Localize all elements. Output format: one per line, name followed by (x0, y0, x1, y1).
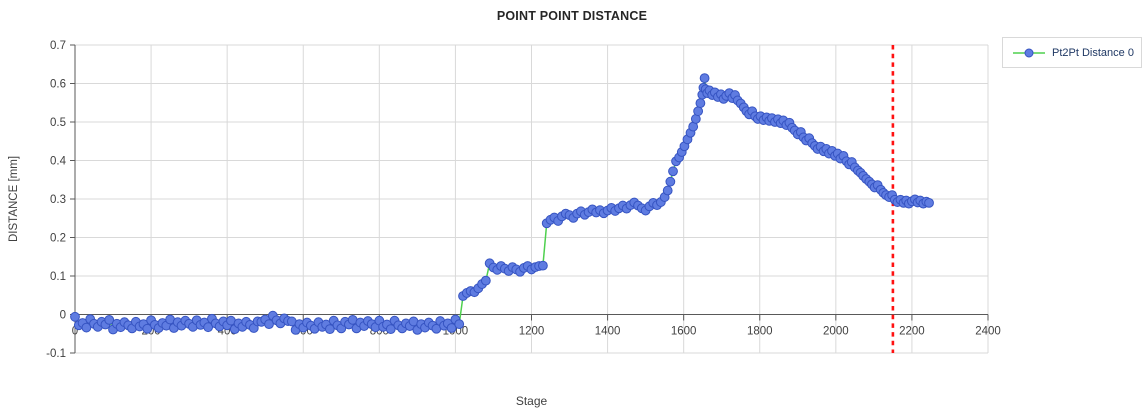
y-tick-label: -0.1 (46, 348, 66, 360)
data-point (668, 166, 678, 177)
x-tick-label: 1800 (747, 326, 773, 338)
data-point (454, 319, 465, 330)
y-axis-label: DISTANCE [mm] (8, 155, 20, 243)
x-tick-label: 1600 (671, 326, 697, 338)
data-point (203, 322, 214, 333)
data-point (385, 324, 396, 335)
data-point (538, 260, 548, 271)
data-point (693, 106, 704, 117)
data-point (699, 73, 710, 84)
gridlines (75, 44, 989, 354)
y-tick-label: 0.6 (50, 79, 66, 91)
y-tick-label: 0.2 (50, 233, 66, 245)
data-point (81, 322, 92, 333)
chart-title: POINT POINT DISTANCE (496, 9, 648, 23)
y-tick-label: 0.7 (50, 40, 66, 52)
data-point (446, 323, 457, 333)
legend[interactable]: Pt2Pt Distance 0 (1002, 37, 1142, 68)
data-point (264, 319, 274, 330)
data-point (324, 324, 335, 335)
data-point (665, 176, 676, 187)
data-point (70, 311, 80, 322)
x-tick-label: 2000 (823, 326, 849, 338)
legend-label: Pt2Pt Distance 0 (1052, 46, 1134, 59)
legend-marker-icon (1013, 48, 1045, 57)
data-point (695, 98, 706, 109)
y-tick-label: 0.5 (50, 117, 66, 129)
x-tick-label: 1200 (519, 326, 545, 338)
y-tick-label: 0.4 (50, 156, 67, 168)
x-tick-label: 2200 (899, 326, 925, 338)
data-point (104, 314, 115, 325)
y-tick-label: 0.1 (50, 271, 66, 283)
data-point (924, 197, 934, 208)
x-tick-label: 0 (72, 326, 78, 338)
x-tick-label: 1400 (595, 326, 621, 338)
series-pt2pt-distance-0 (70, 73, 934, 335)
data-point (480, 275, 491, 286)
x-axis-label: Stage (515, 394, 548, 408)
y-tick-label: 0.3 (50, 194, 66, 206)
y-tick-label: 0 (60, 310, 66, 322)
data-point (142, 323, 153, 334)
x-tick-label: 2400 (975, 326, 1001, 338)
axes (70, 44, 989, 354)
tick-labels: -0.100.10.20.30.40.50.60.702004006008001… (46, 40, 1001, 360)
data-point (662, 185, 673, 196)
